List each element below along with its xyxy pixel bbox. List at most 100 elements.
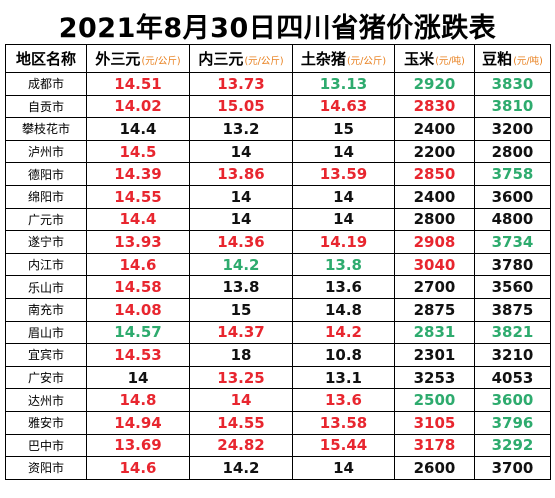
inner-three-price: 14 (189, 388, 293, 412)
inner-three-price: 14.37 (189, 320, 293, 345)
inner-three-price: 14.2 (189, 252, 293, 277)
native-pig-price: 13.6 (292, 275, 395, 299)
inner-three-price: 13.8 (189, 275, 293, 299)
native-pig-price: 14 (292, 139, 395, 164)
corn-price: 3105 (394, 410, 475, 435)
region-name: 乐山市 (5, 275, 87, 299)
header-unit: (元/吨) (435, 56, 465, 67)
outer-three-price: 14.39 (86, 162, 190, 186)
native-pig-price: 13.59 (292, 162, 395, 186)
region-name: 内江市 (5, 252, 87, 277)
corn-price: 3040 (394, 252, 475, 277)
native-pig-price: 15 (292, 117, 395, 141)
outer-three-price: 13.93 (86, 230, 190, 254)
outer-three-price: 14.55 (86, 184, 190, 209)
header-unit: (元/吨) (513, 56, 543, 67)
header-label: 内三元 (198, 50, 244, 68)
table-row: 自贡市 14.02 15.05 14.63 2830 3810 (5, 94, 551, 119)
native-pig-price: 14.63 (292, 94, 395, 119)
page-title: 2021年8月30日四川省猪价涨跌表 (58, 13, 497, 44)
soymeal-price: 3600 (474, 388, 551, 412)
inner-three-price: 24.82 (189, 433, 293, 458)
header-unit: (元/公斤) (141, 56, 181, 67)
soymeal-price: 3810 (474, 94, 551, 119)
soymeal-price: 3600 (474, 184, 551, 209)
soymeal-price: 3758 (474, 162, 551, 186)
region-name: 雅安市 (5, 410, 87, 435)
corn-price: 2800 (394, 207, 475, 232)
corn-price: 2200 (394, 139, 475, 164)
header-region: 地区名称 (5, 44, 87, 73)
corn-price: 2500 (394, 388, 475, 412)
outer-three-price: 14 (86, 365, 190, 390)
outer-three-price: 14.02 (86, 94, 190, 119)
header-inner-three: 内三元(元/公斤) (189, 44, 293, 73)
native-pig-price: 13.6 (292, 388, 395, 412)
table-row: 绵阳市 14.55 14 14 2400 3600 (5, 184, 551, 209)
corn-price: 2920 (394, 72, 475, 96)
native-pig-price: 13.8 (292, 252, 395, 277)
table-row: 广安市 14 13.25 13.1 3253 4053 (5, 365, 551, 390)
region-name: 泸州市 (5, 139, 87, 164)
outer-three-price: 14.57 (86, 320, 190, 345)
table-row: 资阳市 14.6 14.2 14 2600 3700 (5, 456, 551, 480)
outer-three-price: 14.58 (86, 275, 190, 299)
corn-price: 2600 (394, 456, 475, 480)
soymeal-price: 3200 (474, 117, 551, 141)
table-row: 广元市 14.4 14 14 2800 4800 (5, 207, 551, 232)
soymeal-price: 3821 (474, 320, 551, 345)
header-label: 地区名称 (15, 50, 76, 68)
corn-price: 2875 (394, 297, 475, 322)
inner-three-price: 15 (189, 297, 293, 322)
table-row: 宜宾市 14.53 18 10.8 2301 3210 (5, 343, 551, 367)
native-pig-price: 10.8 (292, 343, 395, 367)
soymeal-price: 3734 (474, 230, 551, 254)
native-pig-price: 15.44 (292, 433, 395, 458)
inner-three-price: 14 (189, 139, 293, 164)
header-label: 外三元 (95, 50, 141, 68)
corn-price: 2301 (394, 343, 475, 367)
corn-price: 2400 (394, 184, 475, 209)
corn-price: 2908 (394, 230, 475, 254)
region-name: 达州市 (5, 388, 87, 412)
region-name: 眉山市 (5, 320, 87, 345)
native-pig-price: 14.2 (292, 320, 395, 345)
header-row: 地区名称 外三元(元/公斤) 内三元(元/公斤) 土杂猪(元/公斤) 玉米(元/… (5, 44, 551, 73)
corn-price: 3253 (394, 365, 475, 390)
region-name: 成都市 (5, 72, 87, 96)
soymeal-price: 3292 (474, 433, 551, 458)
native-pig-price: 14 (292, 207, 395, 232)
header-label: 豆粕 (482, 50, 513, 68)
corn-price: 2400 (394, 117, 475, 141)
soymeal-price: 3875 (474, 297, 551, 322)
region-name: 攀枝花市 (5, 117, 87, 141)
outer-three-price: 14.53 (86, 343, 190, 367)
outer-three-price: 13.69 (86, 433, 190, 458)
native-pig-price: 13.1 (292, 365, 395, 390)
inner-three-price: 13.73 (189, 72, 293, 96)
table-row: 攀枝花市 14.4 13.2 15 2400 3200 (5, 117, 551, 141)
outer-three-price: 14.51 (86, 72, 190, 96)
native-pig-price: 14 (292, 184, 395, 209)
header-soymeal: 豆粕(元/吨) (474, 44, 551, 73)
inner-three-price: 14 (189, 207, 293, 232)
table-row: 巴中市 13.69 24.82 15.44 3178 3292 (5, 433, 551, 458)
table-row: 达州市 14.8 14 13.6 2500 3600 (5, 388, 551, 412)
table-row: 雅安市 14.94 14.55 13.58 3105 3796 (5, 410, 551, 435)
soymeal-price: 4800 (474, 207, 551, 232)
price-table: 地区名称 外三元(元/公斤) 内三元(元/公斤) 土杂猪(元/公斤) 玉米(元/… (5, 44, 551, 480)
inner-three-price: 13.25 (189, 365, 293, 390)
soymeal-price: 2800 (474, 139, 551, 164)
inner-three-price: 13.86 (189, 162, 293, 186)
inner-three-price: 14.2 (189, 456, 293, 480)
inner-three-price: 14.36 (189, 230, 293, 254)
inner-three-price: 14 (189, 184, 293, 209)
soymeal-price: 3210 (474, 343, 551, 367)
native-pig-price: 14.8 (292, 297, 395, 322)
region-name: 遂宁市 (5, 230, 87, 254)
header-unit: (元/公斤) (346, 56, 387, 67)
header-label: 玉米 (404, 50, 435, 68)
corn-price: 2850 (394, 162, 475, 186)
table-body: 成都市 14.51 13.73 13.13 2920 3830 自贡市 14.02 15.05 1… (5, 72, 551, 480)
table-row: 内江市 14.6 14.2 13.8 3040 3780 (5, 252, 551, 277)
